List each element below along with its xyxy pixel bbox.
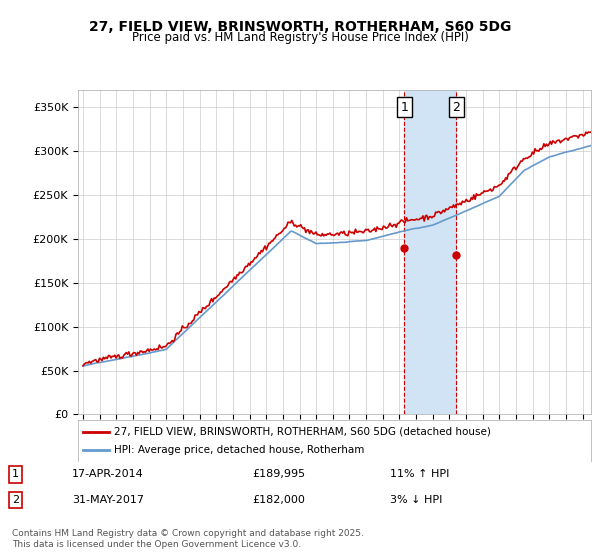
Text: 3% ↓ HPI: 3% ↓ HPI [390,495,442,505]
Bar [404,90,457,414]
Text: 27, FIELD VIEW, BRINSWORTH, ROTHERHAM, S60 5DG (detached house): 27, FIELD VIEW, BRINSWORTH, ROTHERHAM, S… [114,427,491,437]
Text: HPI: Average price, detached house, Rotherham: HPI: Average price, detached house, Roth… [114,445,364,455]
Text: 2: 2 [452,101,460,114]
Text: Price paid vs. HM Land Registry's House Price Index (HPI): Price paid vs. HM Land Registry's House … [131,31,469,44]
Text: £182,000: £182,000 [252,495,305,505]
Text: £189,995: £189,995 [252,469,305,479]
Text: 2: 2 [12,495,19,505]
Text: Contains HM Land Registry data © Crown copyright and database right 2025.
This d: Contains HM Land Registry data © Crown c… [12,529,364,549]
Text: 17-APR-2014: 17-APR-2014 [72,469,144,479]
Text: 1: 1 [12,469,19,479]
Text: 27, FIELD VIEW, BRINSWORTH, ROTHERHAM, S60 5DG: 27, FIELD VIEW, BRINSWORTH, ROTHERHAM, S… [89,20,511,34]
Text: 31-MAY-2017: 31-MAY-2017 [72,495,144,505]
Text: 1: 1 [400,101,408,114]
Text: 11% ↑ HPI: 11% ↑ HPI [390,469,449,479]
